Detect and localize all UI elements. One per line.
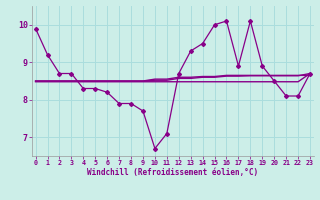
X-axis label: Windchill (Refroidissement éolien,°C): Windchill (Refroidissement éolien,°C) — [87, 168, 258, 177]
